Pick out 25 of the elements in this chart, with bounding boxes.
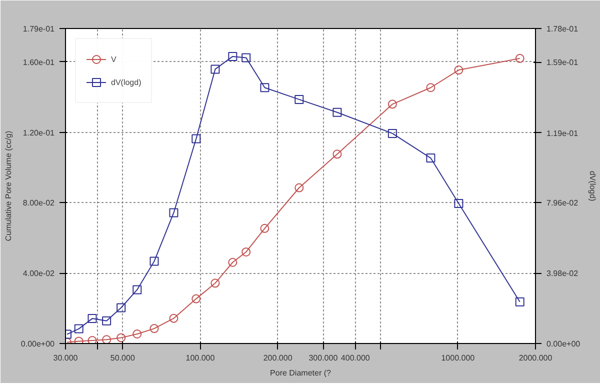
x-tick-label: 400.000	[340, 354, 370, 362]
y-tick-label: 0.00e+00	[20, 340, 56, 348]
x-tick-label: 1000.000	[441, 354, 476, 362]
x-tick-label: 2000.000	[518, 354, 553, 362]
x-tick-label: 30.000	[53, 354, 78, 362]
y2-tick-label: 7.96e-02	[546, 198, 579, 208]
y-axis-title: Cumulative Pore Volume (cc/g)	[4, 130, 13, 242]
y2-tick-label: 1.59e-01	[546, 58, 579, 68]
y2-tick-label: 1.19e-01	[546, 128, 579, 138]
x-tick-label: 100.000	[186, 354, 216, 362]
x-tick-label: 300.000	[308, 354, 338, 362]
y2-tick-label: 0.00e+00	[546, 340, 581, 348]
legend-label: dV(logd)	[111, 78, 142, 86]
y-tick-label: 1.79e-01	[22, 24, 56, 34]
y2-tick-label: 3.98e-02	[546, 269, 579, 278]
y-tick-label: 1.60e-01	[22, 58, 56, 67]
y2-tick-label: 1.78e-01	[546, 24, 579, 34]
y2-axis-title: dV(logd)	[588, 170, 598, 202]
x-axis-title: Pore Diameter (?	[270, 368, 332, 378]
y-tick-label: 1.20e-01	[22, 128, 56, 138]
y-tick-label: 8.00e-02	[22, 198, 56, 208]
y-tick-label: 4.00e-02	[22, 269, 56, 278]
x-tick-label: 200.000	[263, 354, 293, 362]
legend-label: V	[111, 54, 118, 64]
x-tick-label: 50.000	[110, 354, 136, 362]
